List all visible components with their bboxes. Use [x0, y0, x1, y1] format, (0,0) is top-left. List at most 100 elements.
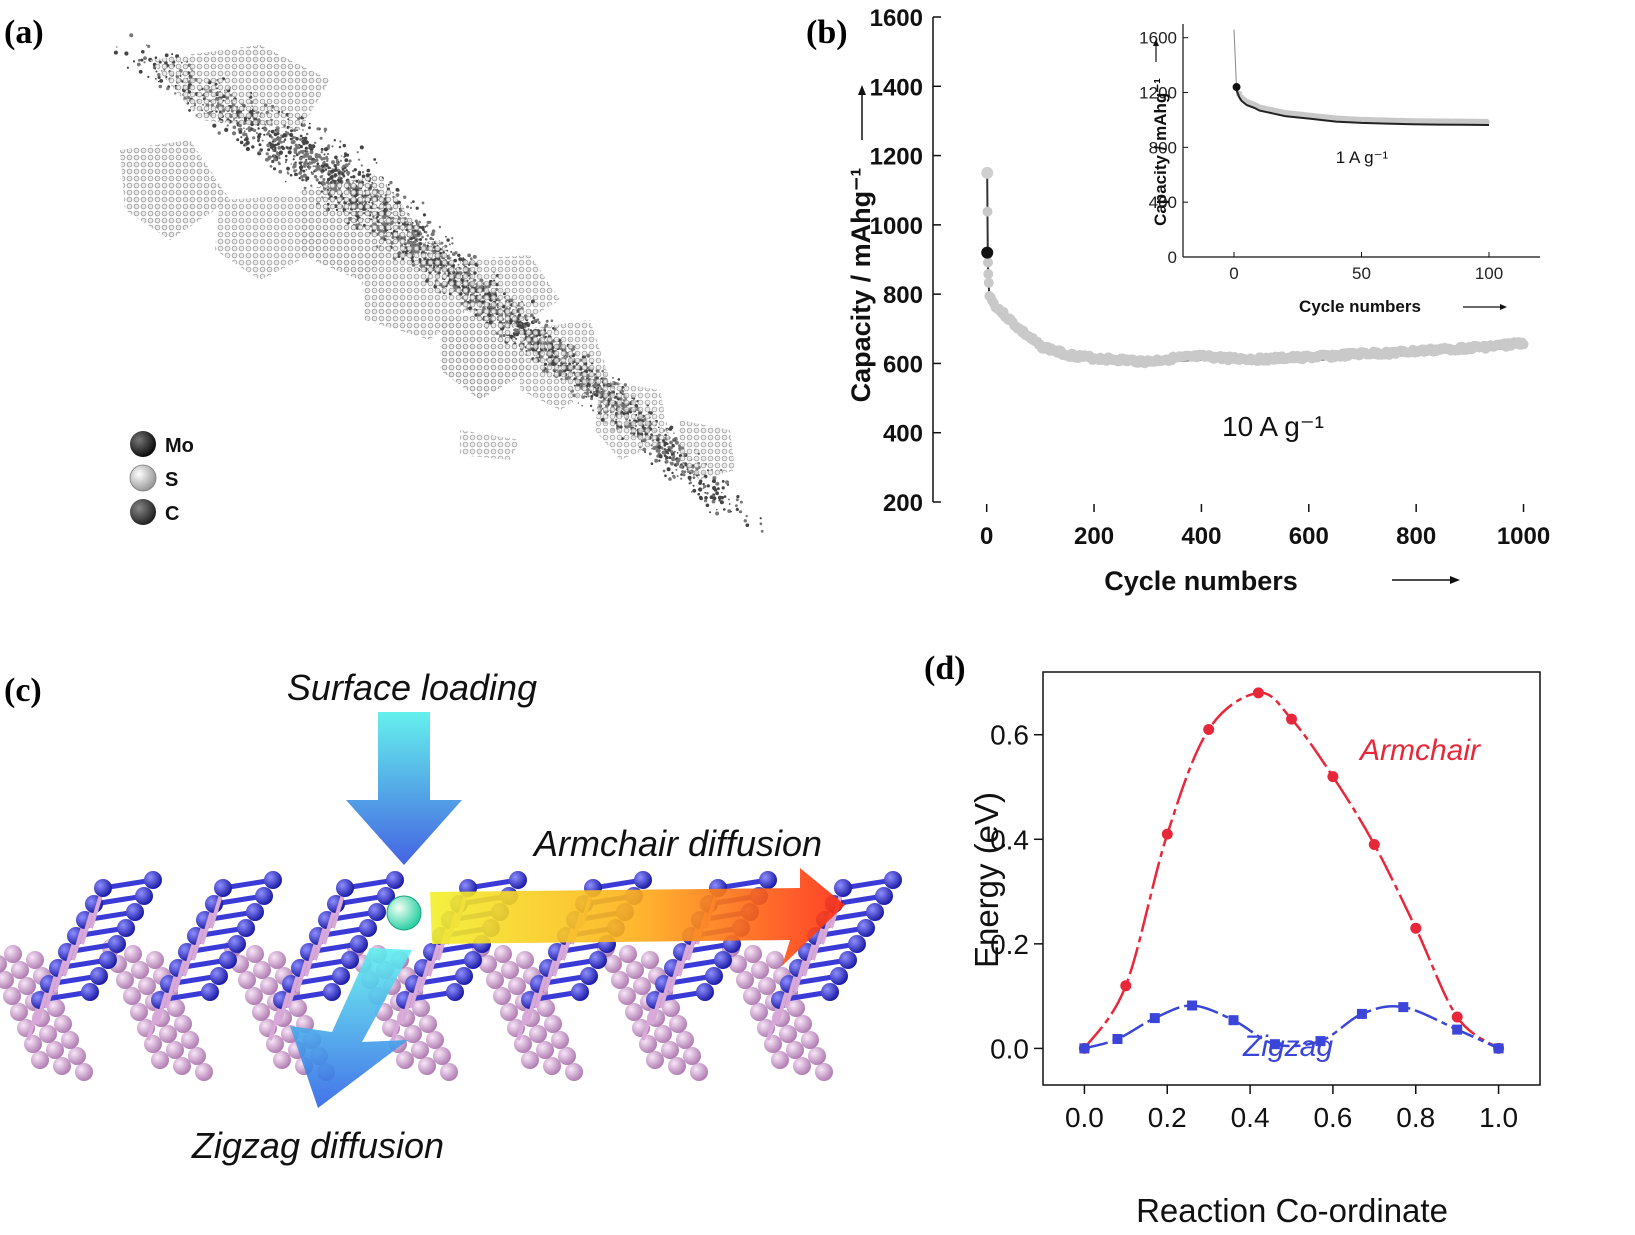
cloud-dot	[129, 33, 134, 38]
cloud-dot	[681, 470, 685, 474]
cloud-dot	[728, 503, 731, 505]
cloud-dot	[721, 480, 725, 483]
cloud-dot	[319, 136, 323, 140]
d-ylabel: Energy (eV)	[968, 792, 1005, 968]
cloud-dot	[648, 452, 652, 456]
cloud-dot	[661, 448, 664, 450]
cloud-dot	[157, 80, 160, 83]
cloud-dot	[689, 479, 692, 482]
zigzag-point	[1493, 1043, 1504, 1054]
cloud-dot	[304, 146, 308, 150]
cloud-dot	[418, 220, 421, 224]
d-xlabel: Reaction Co-ordinate	[1136, 1192, 1448, 1229]
cloud-dot	[290, 163, 293, 165]
cloud-dot	[124, 51, 129, 56]
cloud-dot	[745, 523, 750, 527]
armchair-point	[1451, 1011, 1463, 1023]
cloud-dot	[715, 508, 718, 511]
armchair-series-label: Armchair	[1358, 734, 1481, 767]
cloud-dot	[323, 127, 328, 132]
zigzag-point	[1187, 1000, 1198, 1011]
zigzag-point	[1079, 1043, 1090, 1054]
cloud-dot	[414, 238, 417, 241]
d-xtick-label: 1.0	[1479, 1102, 1518, 1133]
cloud-dot	[138, 69, 143, 74]
cloud-dot	[451, 237, 454, 240]
cloud-dot	[429, 236, 433, 241]
cloud-dot	[314, 141, 317, 145]
cloud-dot	[311, 172, 314, 176]
cloud-dot	[704, 491, 707, 494]
cloud-dot	[585, 395, 588, 398]
cloud-dot	[675, 468, 678, 471]
cloud-dot	[339, 159, 342, 162]
d-xtick-label: 0.8	[1396, 1102, 1435, 1133]
cloud-dot	[668, 477, 672, 481]
cloud-dot	[231, 131, 237, 136]
cloud-dot	[683, 470, 687, 474]
cloud-dot	[305, 149, 308, 151]
armchair-point	[1286, 713, 1297, 725]
cloud-dot	[312, 165, 315, 168]
zigzag-point	[1356, 1008, 1367, 1019]
panel-a-label: (a)	[4, 14, 44, 51]
cloud-dot	[425, 238, 428, 241]
cloud-dot	[617, 378, 621, 381]
cloud-dot	[712, 476, 717, 481]
cloud-dot	[348, 159, 352, 163]
zigzag-series-label: Zigzag	[1242, 1030, 1333, 1063]
d-ytick-label: 0.0	[990, 1033, 1029, 1064]
cloud-dot	[426, 234, 430, 237]
cloud-dot	[154, 56, 158, 59]
cloud-dot	[277, 146, 282, 150]
cloud-dot	[345, 153, 350, 157]
cloud-dot	[245, 146, 250, 152]
d-xtick-label: 0.2	[1148, 1102, 1187, 1133]
cloud-dot	[285, 158, 288, 162]
armchair-point	[1203, 724, 1215, 735]
cloud-dot	[418, 225, 422, 229]
cloud-dot	[687, 475, 692, 480]
cloud-dot	[313, 175, 318, 179]
cloud-dot	[339, 140, 342, 143]
cloud-dot	[395, 193, 400, 197]
zigzag-point	[1452, 1024, 1463, 1035]
cloud-dot	[424, 231, 428, 234]
cloud-dot	[245, 128, 248, 131]
cloud-dot	[415, 206, 419, 210]
cloud-dot	[305, 168, 308, 171]
cloud-dot	[284, 180, 287, 183]
cloud-dot	[342, 143, 346, 148]
cloud-dot	[243, 138, 247, 142]
cloud-dot	[654, 458, 659, 463]
cloud-dot	[340, 155, 343, 157]
armchair-point	[1161, 828, 1173, 840]
cloud-dot	[723, 495, 727, 498]
cloud-dot	[666, 467, 671, 472]
armchair-point	[1252, 687, 1264, 699]
d-xtick-label: 0.4	[1231, 1102, 1270, 1133]
cloud-dot	[705, 503, 710, 508]
cloud-dot	[457, 253, 461, 257]
armchair-point	[1410, 922, 1422, 934]
cloud-dot	[278, 157, 281, 160]
cloud-dot	[126, 66, 129, 69]
zigzag-point	[1149, 1013, 1160, 1024]
cloud-dot	[275, 151, 279, 154]
cloud-dot	[289, 173, 293, 177]
d-ytick-label: 0.6	[990, 720, 1029, 751]
cloud-dot	[159, 79, 164, 83]
armchair-point	[1120, 980, 1132, 992]
cloud-dot	[450, 250, 453, 253]
zigzag-point	[1228, 1015, 1239, 1026]
cloud-dot	[358, 158, 361, 161]
cloud-dot	[422, 213, 427, 217]
cloud-dot	[451, 242, 454, 245]
cloud-dot	[158, 84, 163, 89]
cloud-dot	[680, 477, 683, 480]
cloud-dot	[310, 151, 312, 153]
cloud-dot	[336, 162, 340, 166]
d-xtick-label: 0.6	[1313, 1102, 1352, 1133]
cloud-dot	[243, 130, 246, 133]
